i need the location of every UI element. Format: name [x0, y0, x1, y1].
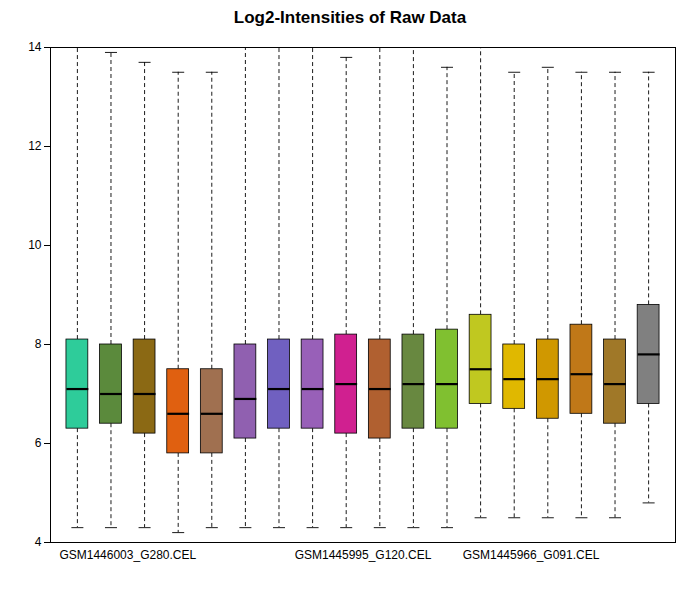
html-text:Log2-Intensities of Raw Data: Log2-Intensities of Raw Data: [233, 8, 467, 27]
svg-text:14: 14: [28, 40, 42, 54]
svg-text:GSM1445995_G120.CEL: GSM1445995_G120.CEL: [295, 548, 432, 562]
svg-text:4: 4: [35, 535, 42, 549]
svg-text:8: 8: [35, 337, 42, 351]
svg-text:12: 12: [28, 139, 42, 153]
svg-text:GSM1446003_G280.CEL: GSM1446003_G280.CEL: [59, 548, 196, 562]
svg-text:6: 6: [35, 436, 42, 450]
svg-text:GSM1445966_G091.CEL: GSM1445966_G091.CEL: [463, 548, 600, 562]
svg-text:10: 10: [28, 238, 42, 252]
